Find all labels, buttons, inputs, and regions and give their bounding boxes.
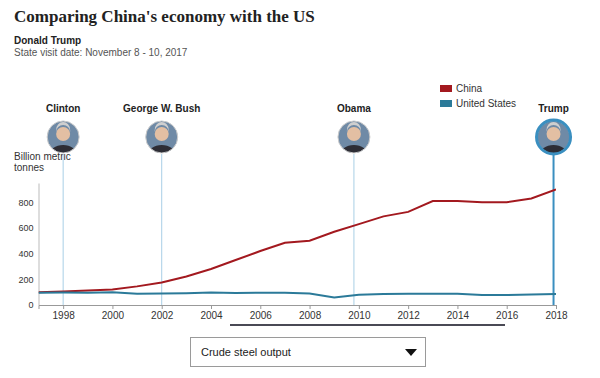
x-tick-mark [162, 305, 163, 309]
x-axis: 1998 2000 2002 2004 2006 2008 2010 2012 2014 2016… [39, 305, 568, 321]
x-tick-label: 2000 [102, 310, 125, 321]
y-tick-label: 200 [18, 275, 33, 285]
x-tick-mark [507, 305, 508, 309]
legend-swatch [440, 85, 452, 92]
x-tick-label: 2008 [299, 310, 322, 321]
x-tick-label: 2016 [496, 310, 519, 321]
portrait-face [155, 127, 169, 141]
x-tick: 2000 [102, 305, 125, 321]
portrait-face [347, 127, 361, 141]
portrait-hair [347, 122, 361, 132]
portrait-ring [338, 121, 370, 153]
plot-area [39, 189, 557, 297]
portrait-hair [547, 122, 561, 132]
x-tick: 2016 [496, 305, 519, 321]
y-tick-label: 800 [18, 198, 33, 208]
x-tick-label: 1998 [53, 310, 76, 321]
x-tick: 2002 [151, 305, 174, 321]
legend-label: United States [456, 98, 516, 109]
legend-label: China [456, 83, 483, 94]
y-axis-title: Billion metrictonnes [14, 151, 71, 173]
y-tick: 800 [18, 198, 38, 208]
x-tick-label: 2004 [200, 310, 223, 321]
legend-item: United States [440, 98, 516, 109]
legend-item: China [440, 83, 483, 94]
y-tick-label: 0 [28, 300, 33, 310]
x-tick-mark [556, 305, 557, 309]
x-tick: 2014 [447, 305, 470, 321]
portrait-body [340, 145, 368, 165]
annotation-label: George W. Bush [123, 103, 200, 114]
x-tick: 2012 [398, 305, 421, 321]
dropdown[interactable]: Crude steel output [190, 337, 426, 367]
annotation-line [63, 154, 64, 305]
y-tick: 400 [18, 249, 38, 259]
x-tick: 2010 [348, 305, 371, 321]
annotation-line [353, 154, 354, 305]
y-tick: 0 [28, 300, 38, 310]
y-tick: 600 [18, 223, 38, 233]
y-tick-label: 400 [18, 249, 33, 259]
series-line [39, 292, 557, 297]
x-tick-mark [457, 305, 458, 309]
chart-container: Comparing China's economy with the US Don… [0, 0, 600, 378]
subtitle: Donald Trump [14, 35, 81, 46]
x-tick-label: 2012 [398, 310, 421, 321]
x-tick: 2004 [200, 305, 223, 321]
annotation-line [553, 154, 555, 305]
x-tick-mark [408, 305, 409, 309]
title: Comparing China's economy with the US [14, 7, 315, 26]
portrait-ring [146, 121, 178, 153]
portrait [537, 120, 571, 165]
portrait-ring [47, 121, 79, 153]
portrait-hair [155, 122, 169, 132]
legend: China United States [440, 83, 516, 109]
portrait [146, 121, 178, 165]
annotation-label: Clinton [46, 103, 80, 114]
x-axis-line [39, 306, 557, 310]
x-tick-mark [211, 305, 212, 309]
annotation-label: Obama [337, 103, 371, 114]
portrait-ring [537, 120, 571, 154]
x-tick-label: 2006 [250, 310, 273, 321]
portrait [47, 121, 79, 165]
x-tick: 2018 [545, 305, 568, 321]
x-tick-label: 2014 [447, 310, 470, 321]
x-tick: 2008 [299, 305, 322, 321]
subtitle: State visit date: November 8 - 10, 2017 [14, 47, 188, 58]
x-tick-mark [112, 305, 113, 309]
y-axis-line [39, 184, 40, 306]
slider-track [230, 324, 505, 326]
dropdown-label[interactable]: Crude steel output [201, 346, 291, 358]
x-tick-mark [310, 305, 311, 309]
annotation-label: Trump [538, 103, 569, 114]
legend-swatch [440, 100, 452, 107]
x-tick: 1998 [53, 305, 76, 321]
portrait-hair [56, 122, 70, 132]
x-tick: 2006 [250, 305, 273, 321]
y-tick: 200 [18, 275, 38, 285]
chart: Comparing China's economy with the US Don… [0, 0, 600, 378]
portrait [338, 121, 370, 165]
y-axis: 0 200 400 600 800 [18, 184, 39, 311]
x-tick-mark [260, 305, 261, 309]
y-tick-label: 600 [18, 223, 33, 233]
portrait-body [49, 145, 77, 165]
dropdown-arrow[interactable] [405, 349, 417, 357]
x-tick-mark [359, 305, 360, 309]
portrait-body [148, 145, 176, 165]
x-tick-label: 2010 [348, 310, 371, 321]
series-line [39, 189, 557, 292]
x-tick-label: 2002 [151, 310, 174, 321]
x-tick-mark [63, 305, 64, 309]
dropdown-arrow-shape[interactable] [405, 349, 417, 356]
portrait-face [547, 127, 561, 141]
x-tick-label: 2018 [545, 310, 568, 321]
portrait-face [56, 127, 70, 141]
